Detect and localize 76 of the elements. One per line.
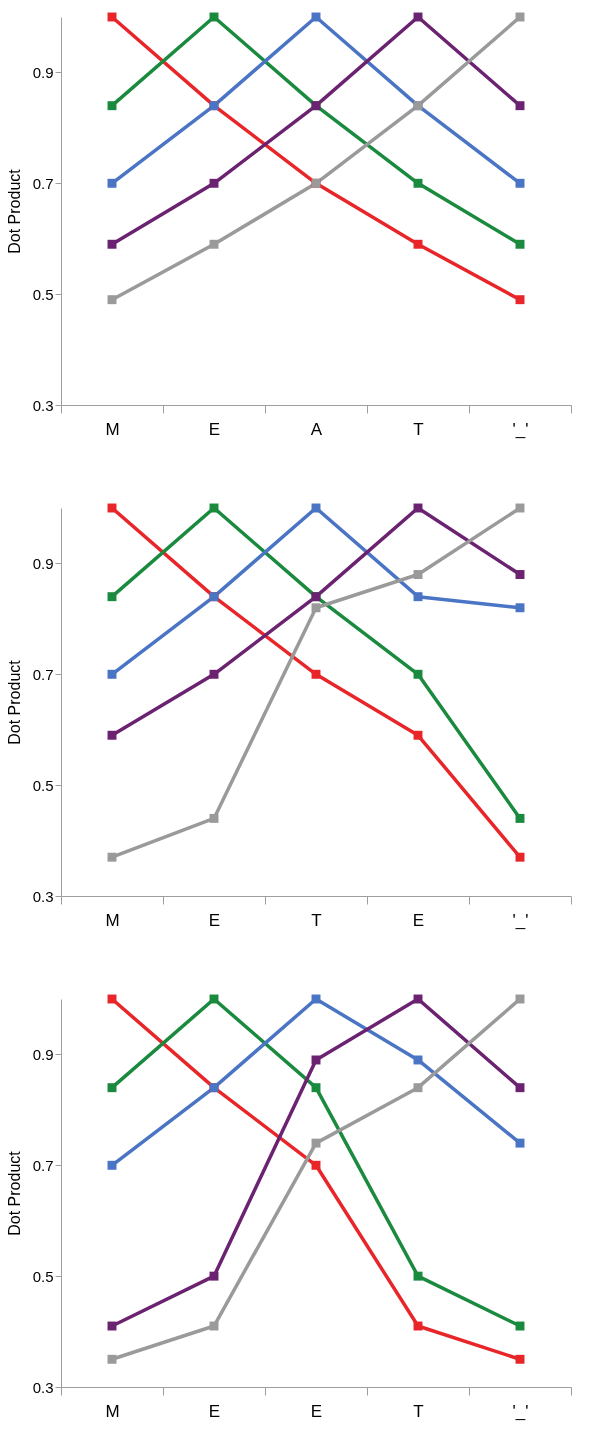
x-tick-label: M xyxy=(105,910,120,930)
y-axis-title: Dot Product xyxy=(5,1150,23,1236)
point xyxy=(413,1321,423,1331)
x-tick-label: '_' xyxy=(512,910,529,930)
point xyxy=(515,101,525,111)
x-tick-label: E xyxy=(208,419,221,439)
point xyxy=(413,239,423,249)
point xyxy=(107,1160,117,1170)
point xyxy=(515,603,525,613)
x-tick-label: E xyxy=(208,1401,221,1421)
x-tick-label: A xyxy=(310,419,323,439)
y-tick-label: 0.3 xyxy=(32,396,54,414)
point xyxy=(515,1321,525,1331)
x-tick-label: T xyxy=(413,419,424,439)
point xyxy=(413,669,423,679)
point xyxy=(311,1083,321,1093)
point xyxy=(107,852,117,862)
x-tick-label: T xyxy=(311,910,322,930)
point xyxy=(515,570,525,579)
x-tick-label: '_' xyxy=(512,1401,529,1421)
x-tick-label: E xyxy=(208,910,221,930)
point xyxy=(413,1271,423,1281)
point xyxy=(311,603,321,613)
x-tick-label: M xyxy=(105,1401,120,1421)
point xyxy=(515,178,525,188)
point xyxy=(515,813,525,823)
y-tick-label: 0.5 xyxy=(32,285,54,303)
point xyxy=(311,1160,321,1170)
point xyxy=(107,669,117,679)
y-tick-label: 0.5 xyxy=(32,1267,54,1285)
x-tick-label: T xyxy=(413,1401,424,1421)
point xyxy=(515,239,525,249)
point xyxy=(413,1055,423,1065)
point xyxy=(107,1083,117,1093)
point xyxy=(107,1354,117,1364)
y-tick-label: 0.7 xyxy=(32,1156,54,1174)
point xyxy=(209,178,219,188)
point xyxy=(107,730,117,740)
y-tick-label: 0.9 xyxy=(32,554,54,572)
point xyxy=(311,1138,321,1148)
point xyxy=(413,730,423,740)
point xyxy=(311,669,321,679)
x-tick-label: E xyxy=(412,910,425,930)
point xyxy=(413,592,423,602)
x-tick-label: M xyxy=(105,419,120,439)
point xyxy=(311,1055,321,1065)
point xyxy=(107,239,117,249)
y-tick-label: 0.9 xyxy=(32,63,54,81)
point xyxy=(209,813,219,823)
point xyxy=(515,1138,525,1148)
y-tick-label: 0.9 xyxy=(32,1045,54,1063)
point xyxy=(107,178,117,188)
point xyxy=(413,178,423,188)
point xyxy=(209,1271,219,1281)
point xyxy=(413,1083,423,1093)
point xyxy=(107,295,117,305)
point xyxy=(515,852,525,862)
y-tick-label: 0.3 xyxy=(32,887,54,905)
point xyxy=(209,669,219,679)
point xyxy=(107,101,117,111)
point xyxy=(413,570,423,579)
point xyxy=(209,239,219,249)
point xyxy=(209,1321,219,1331)
y-axis-title: Dot Product xyxy=(5,168,23,254)
point xyxy=(107,592,117,602)
x-tick-label: '_' xyxy=(512,419,529,439)
x-tick-label: E xyxy=(310,1401,323,1421)
y-tick-label: 0.7 xyxy=(32,174,54,192)
y-tick-label: 0.7 xyxy=(32,665,54,683)
y-axis-title: Dot Product xyxy=(5,659,23,745)
y-tick-label: 0.3 xyxy=(32,1378,54,1396)
y-tick-label: 0.5 xyxy=(32,776,54,794)
point xyxy=(107,1321,117,1331)
point xyxy=(515,1354,525,1364)
point xyxy=(515,1083,525,1093)
point xyxy=(515,295,525,305)
